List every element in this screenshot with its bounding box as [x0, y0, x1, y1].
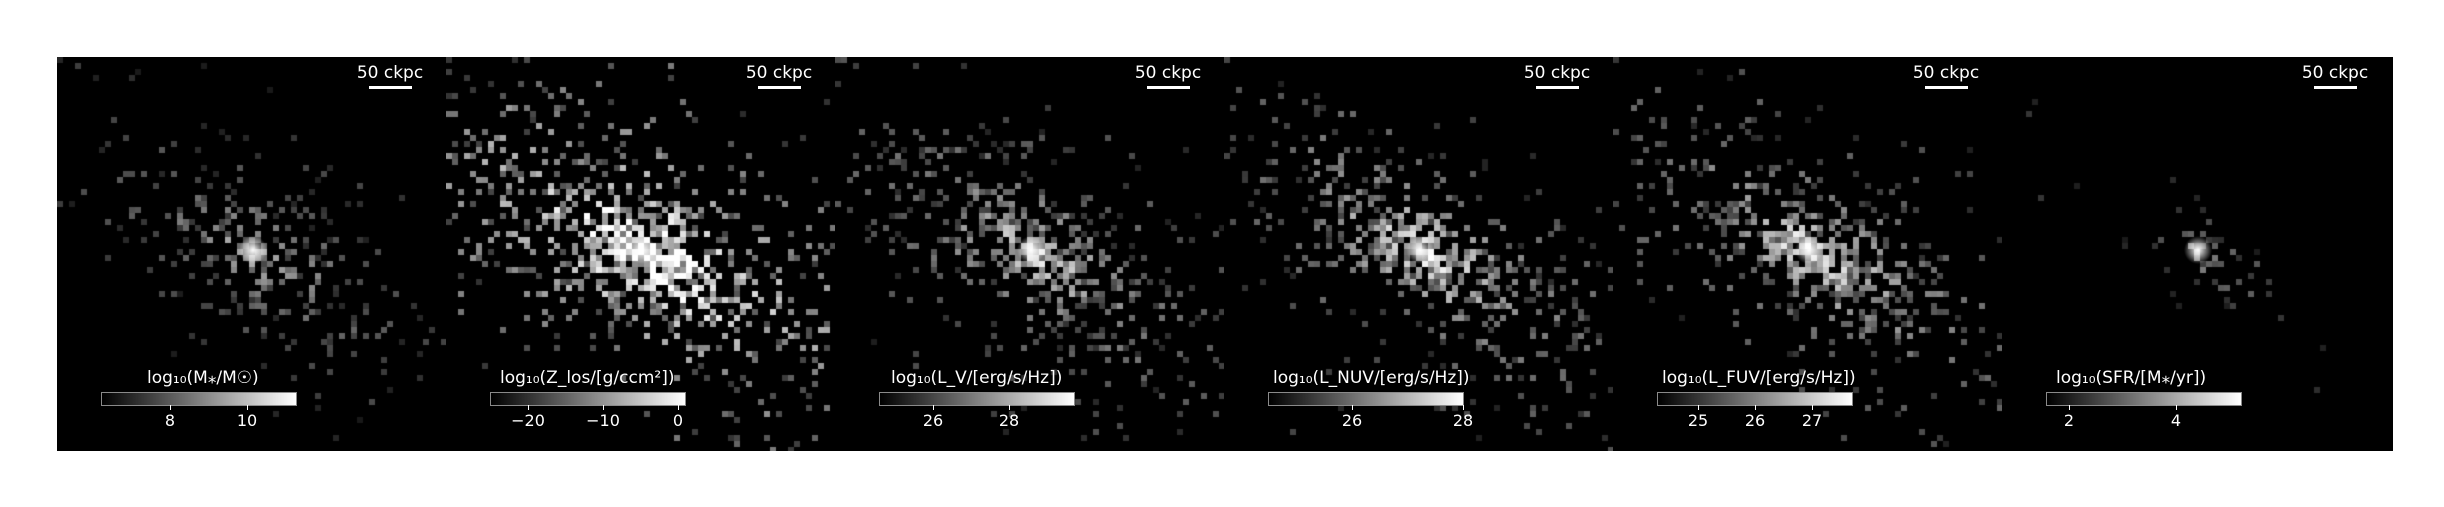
colorbar-tick-label: 26	[1744, 411, 1766, 430]
colorbar-label: log₁₀(SFR/[M⁎/yr])	[2056, 368, 2207, 388]
scale-bar	[1147, 86, 1190, 89]
colorbar-tick	[247, 405, 248, 410]
scale-bar-label: 50 ckpc	[356, 63, 424, 83]
metal-column-density-map	[446, 57, 835, 451]
scale-bar	[2314, 86, 2357, 89]
colorbar-label: log₁₀(L_V/[erg/s/Hz])	[891, 368, 1063, 388]
colorbar-tick	[603, 405, 604, 410]
scale-bar	[758, 86, 801, 89]
colorbar-tick-label: 28	[998, 411, 1020, 430]
sfr-map-panel: 50 ckpc log₁₀(SFR/[M⁎/yr]) 2 4	[2002, 57, 2393, 451]
stellar-mass-map-panel: 50 ckpc log₁₀(M⁎/M☉) 8 10	[57, 57, 446, 451]
colorbar-tick	[1698, 405, 1699, 410]
v-band-luminosity-map-panel: 50 ckpc log₁₀(L_V/[erg/s/Hz]) 26 28	[835, 57, 1224, 451]
colorbar-tick	[1009, 405, 1010, 410]
colorbar-tick	[528, 405, 529, 410]
colorbar	[101, 392, 297, 406]
galaxy-maps-strip: 50 ckpc log₁₀(M⁎/M☉) 8 10 50 ckpc log₁₀(…	[57, 57, 2393, 451]
scale-bar	[1536, 86, 1579, 89]
colorbar-tick-label: 28	[1452, 411, 1474, 430]
scale-bar-label: 50 ckpc	[1523, 63, 1591, 83]
stellar-mass-map	[57, 57, 446, 451]
colorbar	[490, 392, 686, 406]
scale-bar-label: 50 ckpc	[1912, 63, 1980, 83]
colorbar-label: log₁₀(M⁎/M☉)	[147, 368, 259, 388]
sfr-map	[2002, 57, 2393, 451]
colorbar-tick-label: 25	[1687, 411, 1709, 430]
colorbar-tick-label: 26	[922, 411, 944, 430]
colorbar-tick-label: −20	[511, 411, 545, 430]
colorbar-tick	[1352, 405, 1353, 410]
nuv-luminosity-map	[1224, 57, 1613, 451]
colorbar-tick	[170, 405, 171, 410]
colorbar-label: log₁₀(Z_los/[g/ccm²])	[500, 368, 675, 388]
colorbar-label: log₁₀(L_NUV/[erg/s/Hz])	[1273, 368, 1470, 388]
colorbar	[2046, 392, 2242, 406]
fuv-luminosity-map	[1613, 57, 2002, 451]
colorbar-tick-label: −10	[586, 411, 620, 430]
colorbar-tick-label: 27	[1801, 411, 1823, 430]
colorbar-tick-label: 0	[672, 411, 684, 430]
scale-bar-label: 50 ckpc	[1134, 63, 1202, 83]
colorbar-tick	[933, 405, 934, 410]
colorbar-tick-label: 4	[2170, 411, 2182, 430]
colorbar	[1268, 392, 1464, 406]
colorbar-tick	[2176, 405, 2177, 410]
nuv-luminosity-map-panel: 50 ckpc log₁₀(L_NUV/[erg/s/Hz]) 26 28	[1224, 57, 1613, 451]
colorbar-tick	[1812, 405, 1813, 410]
colorbar-tick	[678, 405, 679, 410]
colorbar	[879, 392, 1075, 406]
colorbar-tick	[1755, 405, 1756, 410]
colorbar-tick	[1463, 405, 1464, 410]
metal-column-density-map-panel: 50 ckpc log₁₀(Z_los/[g/ccm²]) −20 −10 0	[446, 57, 835, 451]
scale-bar	[1925, 86, 1968, 89]
colorbar-tick	[2069, 405, 2070, 410]
colorbar	[1657, 392, 1853, 406]
scale-bar-label: 50 ckpc	[745, 63, 813, 83]
colorbar-tick-label: 26	[1341, 411, 1363, 430]
v-band-luminosity-map	[835, 57, 1224, 451]
colorbar-tick-label: 2	[2063, 411, 2075, 430]
scale-bar-label: 50 ckpc	[2301, 63, 2369, 83]
colorbar-tick-label: 10	[236, 411, 258, 430]
scale-bar	[369, 86, 412, 89]
colorbar-tick-label: 8	[164, 411, 176, 430]
colorbar-label: log₁₀(L_FUV/[erg/s/Hz])	[1662, 368, 1856, 388]
fuv-luminosity-map-panel: 50 ckpc log₁₀(L_FUV/[erg/s/Hz]) 25 26 27	[1613, 57, 2002, 451]
